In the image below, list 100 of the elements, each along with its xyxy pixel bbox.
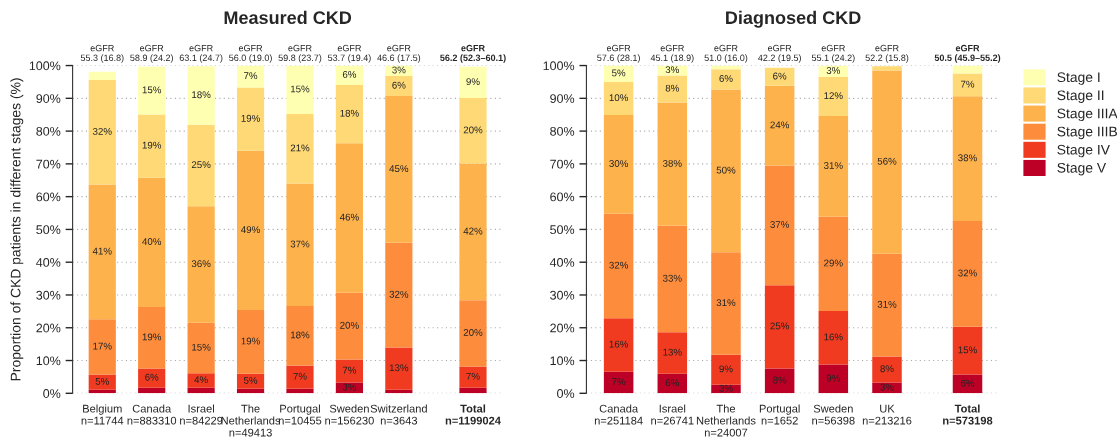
data-label: 32% [958, 269, 977, 277]
y-tick-label: 50% [36, 225, 61, 235]
data-label: 16% [824, 333, 843, 341]
data-label: 31% [716, 299, 736, 307]
data-label: 30% [609, 160, 629, 167]
data-label: 19% [142, 141, 162, 149]
legend-label: Stage IIIA [1057, 108, 1117, 122]
y-tick-label: 0% [557, 389, 575, 398]
bar [138, 177, 166, 308]
data-label: 7% [466, 372, 480, 380]
y-tick-label: 30% [550, 290, 575, 300]
data-label: 7% [244, 72, 258, 80]
data-label: 33% [662, 274, 682, 282]
data-label: 8% [665, 84, 679, 92]
data-label: 6% [145, 373, 159, 381]
bar [335, 84, 364, 144]
y-tick-label: 50% [550, 225, 575, 235]
y-tick-label: 40% [36, 258, 61, 267]
data-label: 32% [609, 261, 629, 269]
x-tick-label: Total n=573198 [943, 404, 993, 425]
bar [187, 373, 215, 388]
bar [764, 85, 795, 166]
bar [711, 89, 741, 253]
data-label: 50% [716, 166, 736, 174]
bar [286, 365, 314, 389]
data-label: 6% [342, 70, 357, 78]
bar [603, 81, 634, 116]
bar [88, 319, 116, 375]
data-label: 19% [241, 114, 260, 122]
data-label: 6% [960, 379, 975, 387]
data-label: 18% [192, 91, 211, 99]
y-tick-label: 20% [36, 323, 61, 333]
x-tick-label: Canada n=883310 [127, 404, 177, 425]
data-label: 18% [340, 109, 359, 117]
y-tick-label: 20% [550, 323, 575, 333]
data-label: 7% [293, 372, 307, 380]
y-tick-label: 80% [550, 126, 575, 136]
data-label: 6% [719, 75, 733, 82]
y-tick-label: 80% [36, 126, 61, 136]
data-label: 19% [241, 337, 260, 345]
x-tick-label: UK n=213216 [862, 404, 912, 425]
bar [385, 96, 413, 243]
bar [187, 66, 215, 125]
bar [764, 67, 795, 86]
bar [603, 371, 634, 394]
data-label: 36% [191, 260, 211, 268]
bar [657, 225, 688, 333]
bar [286, 183, 314, 307]
data-label: 5% [95, 377, 109, 385]
data-label: 24% [770, 121, 790, 129]
data-label: 6% [665, 379, 679, 387]
bar [818, 216, 849, 312]
y-tick-label: 100% [29, 61, 61, 71]
data-label: 10% [609, 94, 629, 102]
text: eGFR 46.6 (17.5) [377, 44, 421, 63]
bar [603, 213, 634, 319]
text: eGFR 56.2 (52.3–60.1) [440, 44, 506, 63]
y-axis-title: Proportion of CKD patients in different stages (%) [10, 78, 24, 381]
data-label: 8% [773, 376, 787, 384]
y-tick-label: 70% [550, 159, 575, 169]
x-tick-label: The Netherlands n=49413 [221, 404, 281, 437]
data-label: 20% [340, 321, 359, 329]
data-label: 29% [824, 259, 843, 267]
data-label: 3% [665, 66, 679, 74]
data-label: 41% [92, 247, 112, 255]
bar [335, 65, 364, 85]
data-label: 7% [612, 378, 626, 386]
bar [335, 359, 364, 383]
bar [385, 242, 413, 348]
data-label: 15% [958, 346, 977, 354]
data-label: 38% [662, 159, 682, 167]
x-tick-label: Canada n=251184 [594, 404, 643, 425]
text: eGFR 51.0 (16.0) [704, 44, 748, 63]
y-tick-label: 30% [36, 290, 61, 300]
text: eGFR 52.2 (15.8) [865, 44, 909, 63]
data-label: 8% [880, 365, 894, 373]
bar [236, 65, 265, 88]
bar [138, 307, 166, 369]
y-tick-label: 40% [549, 258, 575, 267]
bar [657, 102, 688, 226]
data-label: 7% [342, 366, 357, 374]
text: eGFR 59.8 (23.7) [278, 44, 322, 63]
bar [711, 354, 741, 385]
data-label: 3% [880, 383, 894, 391]
bar [764, 165, 795, 286]
data-label: 21% [290, 144, 310, 152]
y-tick-label: 0% [43, 389, 61, 398]
x-tick-label: Portugal n=1652 [759, 404, 800, 425]
x-tick-label: Sweden n=56398 [812, 404, 855, 425]
chart-title: Diagnosed CKD [726, 10, 861, 28]
data-label: 40% [142, 238, 162, 245]
data-label: 37% [290, 240, 310, 248]
data-label: 37% [770, 221, 790, 228]
y-tick-label: 90% [36, 94, 61, 103]
legend-label: Stage IV [1057, 144, 1110, 158]
text: eGFR 63.1 (24.7) [179, 44, 223, 63]
x-tick-label: Total n=1199024 [445, 404, 501, 425]
y-tick-label: 60% [36, 192, 61, 202]
bar [872, 70, 902, 254]
bar [88, 374, 116, 390]
